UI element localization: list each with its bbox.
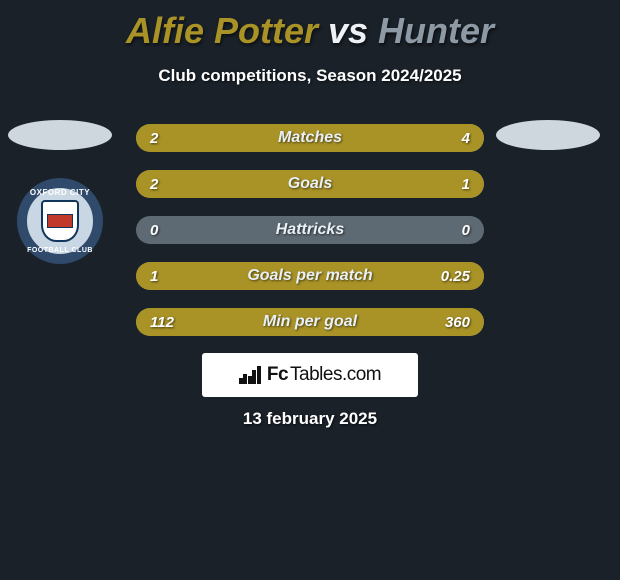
stat-value-left: 112	[150, 308, 174, 336]
stat-value-right: 1	[462, 170, 470, 198]
stat-bar: 0 0Hattricks	[136, 216, 484, 244]
page-title: Alfie Potter vs Hunter	[0, 0, 620, 52]
stat-value-right: 0	[462, 216, 470, 244]
brand-text-prefix: Fc	[267, 364, 288, 386]
bar-chart-icon	[239, 366, 261, 384]
fctables-logo[interactable]: FcTables.com	[202, 353, 418, 397]
stat-bar-fill-right	[400, 308, 484, 336]
chart-icon-bar	[243, 374, 247, 384]
stats-bar-list: 24Matches21Goals00Hattricks10.25Goals pe…	[136, 124, 484, 336]
stat-value-right: 0.25	[441, 262, 470, 290]
stat-value-right: 360	[445, 308, 470, 336]
stat-value-left: 2	[150, 124, 158, 152]
player2-flag-oval-2	[496, 182, 600, 212]
stat-bar: 24Matches	[136, 124, 484, 152]
stat-value-left: 0	[150, 216, 158, 244]
player2-flag-oval-1	[496, 120, 600, 150]
stat-bar-fill-right	[251, 124, 484, 152]
stat-bar-fill-left	[136, 170, 369, 198]
player1-name: Alfie Potter	[126, 10, 318, 51]
left-player-column: OXFORD CITY FOOTBALL CLUB	[8, 120, 112, 264]
chart-icon-bar	[252, 370, 256, 384]
stat-bar: 112360Min per goal	[136, 308, 484, 336]
chart-icon-bar	[239, 378, 243, 384]
stat-value-left: 1	[150, 262, 158, 290]
right-player-column	[496, 120, 600, 212]
player1-flag-oval	[8, 120, 112, 150]
stat-bar-fill-left	[136, 308, 400, 336]
stat-value-left: 2	[150, 170, 158, 198]
brand-text-suffix: Tables.com	[290, 364, 381, 386]
date-label: 13 february 2025	[0, 409, 620, 429]
chart-icon-bar	[248, 376, 252, 384]
club-shield-icon	[41, 200, 79, 242]
stat-label: Hattricks	[136, 216, 484, 244]
stat-bar: 10.25Goals per match	[136, 262, 484, 290]
club-shield-inner	[47, 214, 73, 228]
player1-club-badge: OXFORD CITY FOOTBALL CLUB	[17, 178, 103, 264]
stat-bar: 21Goals	[136, 170, 484, 198]
vs-separator: vs	[318, 10, 378, 51]
chart-icon-bar	[257, 366, 261, 384]
stat-value-right: 4	[462, 124, 470, 152]
stat-bar-fill-left	[136, 262, 414, 290]
club-name-bottom: FOOTBALL CLUB	[17, 247, 103, 254]
player2-name: Hunter	[378, 10, 494, 51]
club-name-top: OXFORD CITY	[17, 188, 103, 197]
subtitle: Club competitions, Season 2024/2025	[0, 66, 620, 86]
